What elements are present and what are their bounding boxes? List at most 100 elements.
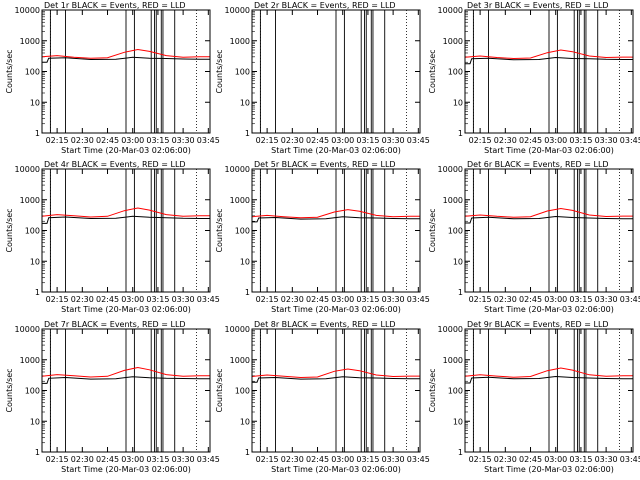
x-tick-label: 02:30 bbox=[71, 295, 94, 304]
series-lld bbox=[464, 207, 633, 218]
series-lld bbox=[251, 209, 420, 219]
panel-1: Det 1r BLACK = Events, RED = LLD Counts/s… bbox=[5, 1, 220, 155]
y-tick-label: 1 bbox=[458, 129, 463, 138]
y-axis-label: Counts/sec bbox=[428, 368, 437, 412]
x-axis-label: Start Time (20-Mar-03 02:06:00) bbox=[271, 305, 401, 314]
x-axis-label: Start Time (20-Mar-03 02:06:00) bbox=[61, 465, 191, 474]
y-axis-label: Counts/sec bbox=[215, 49, 224, 93]
y-tick-label: 10 bbox=[453, 257, 463, 266]
y-tick-label: 10000 bbox=[225, 325, 250, 334]
x-tick-label: 02:15 bbox=[46, 136, 69, 145]
panel-2: Det 2r BLACK = Events, RED = LLD Counts/s… bbox=[215, 1, 430, 155]
x-tick-label: 02:45 bbox=[519, 295, 542, 304]
y-tick-label: 1000 bbox=[20, 37, 40, 46]
x-tick-label: 02:15 bbox=[46, 295, 69, 304]
plot-frame bbox=[41, 168, 211, 293]
y-tick-label: 1000 bbox=[230, 37, 250, 46]
y-tick-label: 10000 bbox=[438, 6, 463, 15]
x-tick-label: 03:00 bbox=[121, 136, 144, 145]
series-lld bbox=[41, 366, 210, 378]
y-tick-label: 100 bbox=[448, 387, 463, 396]
x-tick-label: 03:00 bbox=[544, 455, 567, 464]
x-tick-label: 03:15 bbox=[569, 295, 592, 304]
panel-title: Det 2r BLACK = Events, RED = LLD bbox=[254, 1, 396, 10]
y-tick-label: 100 bbox=[235, 387, 250, 396]
x-tick-label: 02:15 bbox=[256, 136, 279, 145]
x-tick-label: 03:45 bbox=[407, 455, 430, 464]
y-tick-label: 1 bbox=[458, 288, 463, 297]
series-lld bbox=[464, 49, 633, 60]
x-tick-label: 02:30 bbox=[71, 136, 94, 145]
series-lld bbox=[41, 207, 210, 218]
x-tick-label: 03:00 bbox=[544, 136, 567, 145]
panel-3: Det 3r BLACK = Events, RED = LLD Counts/s… bbox=[428, 1, 640, 155]
y-tick-label: 1000 bbox=[230, 196, 250, 205]
y-axis-label: Counts/sec bbox=[428, 208, 437, 252]
x-tick-label: 03:30 bbox=[172, 455, 195, 464]
y-tick-label: 1 bbox=[245, 129, 250, 138]
x-tick-label: 03:45 bbox=[407, 295, 430, 304]
y-tick-label: 100 bbox=[25, 387, 40, 396]
x-axis-label: Start Time (20-Mar-03 02:06:00) bbox=[484, 305, 614, 314]
y-axis-label: Counts/sec bbox=[428, 49, 437, 93]
plot-frame bbox=[251, 9, 421, 134]
x-tick-label: 03:30 bbox=[595, 136, 618, 145]
y-tick-label: 10 bbox=[240, 417, 250, 426]
y-tick-label: 10000 bbox=[15, 325, 40, 334]
x-tick-label: 02:15 bbox=[469, 136, 492, 145]
x-tick-label: 03:00 bbox=[331, 295, 354, 304]
x-tick-label: 03:45 bbox=[620, 455, 640, 464]
x-tick-label: 03:00 bbox=[544, 295, 567, 304]
x-tick-label: 02:30 bbox=[494, 295, 517, 304]
x-tick-label: 03:15 bbox=[356, 295, 379, 304]
series-events bbox=[42, 56, 210, 63]
x-tick-label: 02:45 bbox=[306, 295, 329, 304]
x-axis-label: Start Time (20-Mar-03 02:06:00) bbox=[271, 146, 401, 155]
x-tick-label: 03:30 bbox=[382, 455, 405, 464]
y-tick-label: 10 bbox=[453, 417, 463, 426]
x-tick-label: 03:15 bbox=[146, 295, 169, 304]
plot-frame bbox=[41, 328, 211, 453]
x-tick-label: 02:15 bbox=[256, 295, 279, 304]
plot-frame bbox=[41, 9, 211, 134]
x-tick-label: 02:30 bbox=[71, 455, 94, 464]
plot-frame bbox=[464, 328, 634, 453]
y-axis-label: Counts/sec bbox=[5, 208, 14, 252]
series-events bbox=[465, 375, 633, 384]
y-tick-label: 10 bbox=[30, 417, 40, 426]
y-tick-label: 1 bbox=[35, 129, 40, 138]
y-tick-label: 10 bbox=[453, 98, 463, 107]
x-tick-label: 03:30 bbox=[595, 295, 618, 304]
x-tick-label: 03:00 bbox=[331, 455, 354, 464]
x-tick-label: 02:30 bbox=[281, 295, 304, 304]
y-tick-label: 100 bbox=[235, 227, 250, 236]
y-tick-label: 1000 bbox=[20, 356, 40, 365]
panel-8: Det 8r BLACK = Events, RED = LLD Counts/s… bbox=[215, 320, 430, 474]
panel-title: Det 4r BLACK = Events, RED = LLD bbox=[44, 160, 186, 169]
y-axis-label: Counts/sec bbox=[215, 208, 224, 252]
y-tick-label: 1000 bbox=[443, 196, 463, 205]
panel-title: Det 5r BLACK = Events, RED = LLD bbox=[254, 160, 396, 169]
y-tick-label: 10 bbox=[240, 98, 250, 107]
x-tick-label: 03:45 bbox=[620, 136, 640, 145]
y-tick-label: 10000 bbox=[225, 6, 250, 15]
panel-title: Det 3r BLACK = Events, RED = LLD bbox=[467, 1, 609, 10]
panel-title: Det 6r BLACK = Events, RED = LLD bbox=[467, 160, 609, 169]
y-tick-label: 10 bbox=[240, 257, 250, 266]
y-tick-label: 1 bbox=[458, 448, 463, 457]
y-tick-label: 10 bbox=[30, 98, 40, 107]
x-tick-label: 02:45 bbox=[96, 295, 119, 304]
x-axis-label: Start Time (20-Mar-03 02:06:00) bbox=[61, 305, 191, 314]
plot-frame bbox=[251, 168, 421, 293]
x-tick-label: 02:15 bbox=[256, 455, 279, 464]
y-tick-label: 10000 bbox=[438, 165, 463, 174]
panel-9: Det 9r BLACK = Events, RED = LLD Counts/s… bbox=[428, 320, 640, 474]
y-tick-label: 1 bbox=[245, 288, 250, 297]
x-tick-label: 02:15 bbox=[469, 455, 492, 464]
x-tick-label: 02:45 bbox=[96, 136, 119, 145]
x-tick-label: 03:45 bbox=[407, 136, 430, 145]
series-events bbox=[42, 376, 210, 384]
x-tick-label: 03:45 bbox=[197, 136, 220, 145]
series-events bbox=[42, 215, 210, 224]
